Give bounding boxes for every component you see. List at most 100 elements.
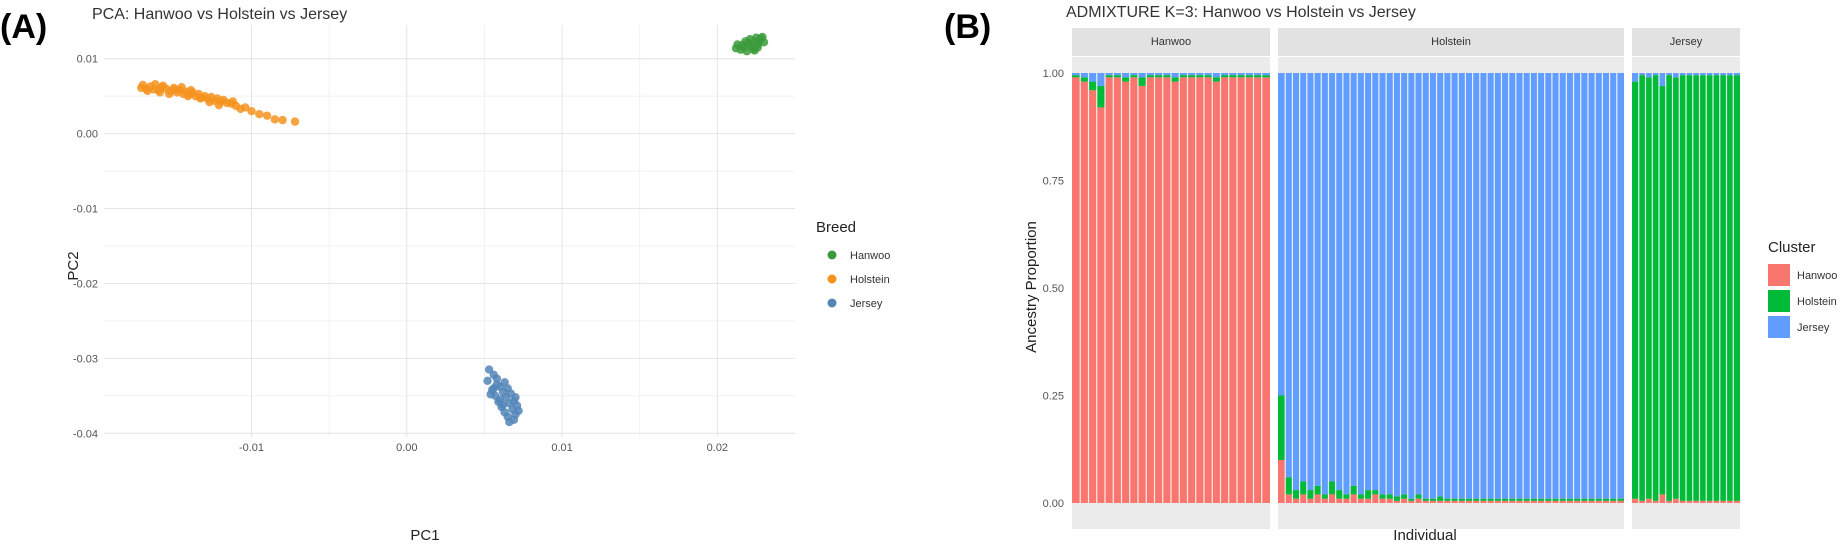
admixture-bar-segment-hanwoo [1559, 500, 1567, 503]
admixture-strip-label: Hanwoo [1151, 36, 1191, 48]
admixture-bar-segment-jersey [1494, 73, 1502, 499]
admixture-x-axis-title: Individual [1393, 527, 1456, 544]
pca-point-hanwoo [753, 43, 762, 52]
admixture-strip [1632, 28, 1740, 56]
admixture-bar-segment-jersey [1414, 73, 1423, 495]
admixture-bar-segment-jersey [1285, 73, 1293, 478]
admixture-bar-segment-hanwoo [1072, 77, 1081, 504]
admixture-bar-segment-hanwoo [1171, 81, 1180, 503]
pca-point-holstein [205, 97, 214, 107]
admixture-bar-segment-jersey [1342, 73, 1351, 495]
admixture-bar-segment-jersey [1609, 73, 1617, 499]
admixture-bar-segment-hanwoo [1544, 500, 1552, 503]
admixture-bar-segment-holstein [1138, 77, 1147, 86]
admixture-bar-segment-hanwoo [1508, 500, 1516, 503]
admixture-bar-segment-hanwoo [1328, 494, 1336, 503]
admixture-bar-segment-jersey [1515, 73, 1524, 499]
pca-point-holstein [255, 109, 264, 119]
admixture-bar-segment-holstein [1204, 75, 1213, 78]
admixture-bar-segment-holstein [1609, 498, 1617, 501]
admixture-bar-segment-hanwoo [1638, 500, 1646, 503]
admixture-bar-segment-jersey [1154, 73, 1163, 76]
admixture-bar-segment-hanwoo [1088, 90, 1097, 503]
pca-point-holstein [155, 88, 165, 97]
admixture-bar-segment-hanwoo [1350, 494, 1358, 503]
admixture-bar-segment-jersey [1652, 73, 1659, 76]
admixture-bar-segment-hanwoo [1726, 500, 1734, 503]
admixture-bar-segment-hanwoo [1537, 500, 1545, 503]
admixture-bar-segment-jersey [1559, 73, 1567, 499]
pca-legend-key-jersey [827, 298, 837, 308]
admixture-y-tick-label: 0.00 [1043, 498, 1064, 510]
admixture-bar-segment-holstein [1508, 498, 1516, 501]
admixture-bar-segment-hanwoo [1306, 498, 1315, 503]
admixture-facet-hanwoo: Hanwoo [1072, 28, 1270, 529]
admixture-bar-segment-hanwoo [1378, 498, 1387, 503]
admixture-bar-segment-holstein [1672, 77, 1680, 499]
pca-point-holstein [241, 103, 250, 112]
admixture-strip-label: Jersey [1670, 36, 1703, 48]
admixture-legend-label: Holstein [1797, 296, 1837, 308]
pca-point-holstein [137, 83, 146, 93]
pca-y-tick-label: 0.00 [77, 129, 98, 141]
admixture-bar-segment-hanwoo [1138, 85, 1147, 504]
admixture-bar-segment-holstein [1733, 75, 1740, 501]
admixture-bar-segment-hanwoo [1393, 500, 1401, 503]
admixture-bar-segment-hanwoo [1212, 81, 1221, 503]
admixture-bar-segment-hanwoo [1573, 500, 1581, 503]
pca-legend-title: Breed [816, 219, 856, 236]
admixture-bar-segment-holstein [1285, 477, 1293, 495]
admixture-strip-label: Holstein [1431, 36, 1471, 48]
admixture-bar-segment-jersey [1121, 73, 1130, 78]
admixture-bar-segment-jersey [1587, 73, 1596, 499]
admixture-bar-segment-holstein [1371, 490, 1379, 495]
pca-point-jersey [492, 374, 502, 383]
admixture-bar-segment-jersey [1146, 73, 1155, 76]
admixture-bar-segment-holstein [1699, 75, 1707, 501]
admixture-bar-segment-holstein [1162, 75, 1171, 78]
admixture-bar-segment-holstein [1429, 498, 1437, 501]
admixture-bar-segment-jersey [1096, 73, 1105, 86]
admixture-bar-segment-holstein [1679, 75, 1686, 501]
admixture-bar-segment-jersey [1632, 73, 1639, 82]
admixture-bar-segment-hanwoo [1458, 500, 1466, 503]
admixture-y-axis-title: Ancestry Proportion [1023, 221, 1040, 353]
panel-b-label: (B) [944, 8, 991, 46]
admixture-legend-key-jersey [1768, 316, 1790, 338]
admixture-bar-segment-holstein [1530, 498, 1538, 501]
admixture-bar-segment-hanwoo [1719, 500, 1727, 503]
admixture-bar-segment-hanwoo [1479, 500, 1488, 503]
admixture-bar-segment-holstein [1458, 498, 1466, 501]
admixture-bar-segment-holstein [1080, 77, 1089, 82]
admixture-bar-segment-holstein [1129, 75, 1138, 78]
pca-y-tick-label: -0.01 [73, 204, 98, 216]
pca-point-holstein [143, 86, 152, 96]
admixture-bar-segment-holstein [1350, 485, 1358, 495]
admixture-bar-segment-hanwoo [1400, 498, 1408, 503]
pca-tick-labels: -0.01 0.00 0.01 0.02 0.01 0.00 -0.01 -0.02 -0.03… [73, 54, 728, 454]
pca-y-tick-label: -0.03 [73, 353, 98, 365]
admixture-bar-segment-hanwoo [1422, 500, 1430, 503]
admixture-bar-segment-jersey [1105, 73, 1114, 76]
admixture-bar-segment-jersey [1299, 73, 1307, 482]
admixture-bar-segment-holstein [1659, 85, 1666, 495]
admixture-bar-segment-hanwoo [1121, 81, 1130, 503]
admixture-bar-segment-holstein [1088, 81, 1097, 91]
admixture-legend-key-holstein [1768, 290, 1790, 312]
admixture-bar-segment-holstein [1386, 494, 1394, 499]
admixture-bar-segment-holstein [1537, 498, 1545, 501]
admixture-bar-segment-jersey [1138, 73, 1147, 78]
admixture-bar-segment-jersey [1713, 73, 1720, 76]
admixture-y-tick-label: 0.50 [1043, 283, 1064, 295]
admixture-bar-segment-holstein [1314, 485, 1322, 495]
admixture-facet-holstein: Holstein [1278, 28, 1624, 529]
admixture-bar-segment-holstein [1105, 75, 1114, 78]
admixture-bar-segment-holstein [1407, 498, 1415, 501]
admixture-bar-segment-hanwoo [1515, 500, 1524, 503]
pca-point-jersey [498, 400, 508, 409]
admixture-bar-segment-hanwoo [1699, 500, 1707, 503]
admixture-bar-segment-holstein [1436, 496, 1444, 501]
pca-points [137, 32, 769, 427]
admixture-bar-segment-jersey [1386, 73, 1394, 495]
